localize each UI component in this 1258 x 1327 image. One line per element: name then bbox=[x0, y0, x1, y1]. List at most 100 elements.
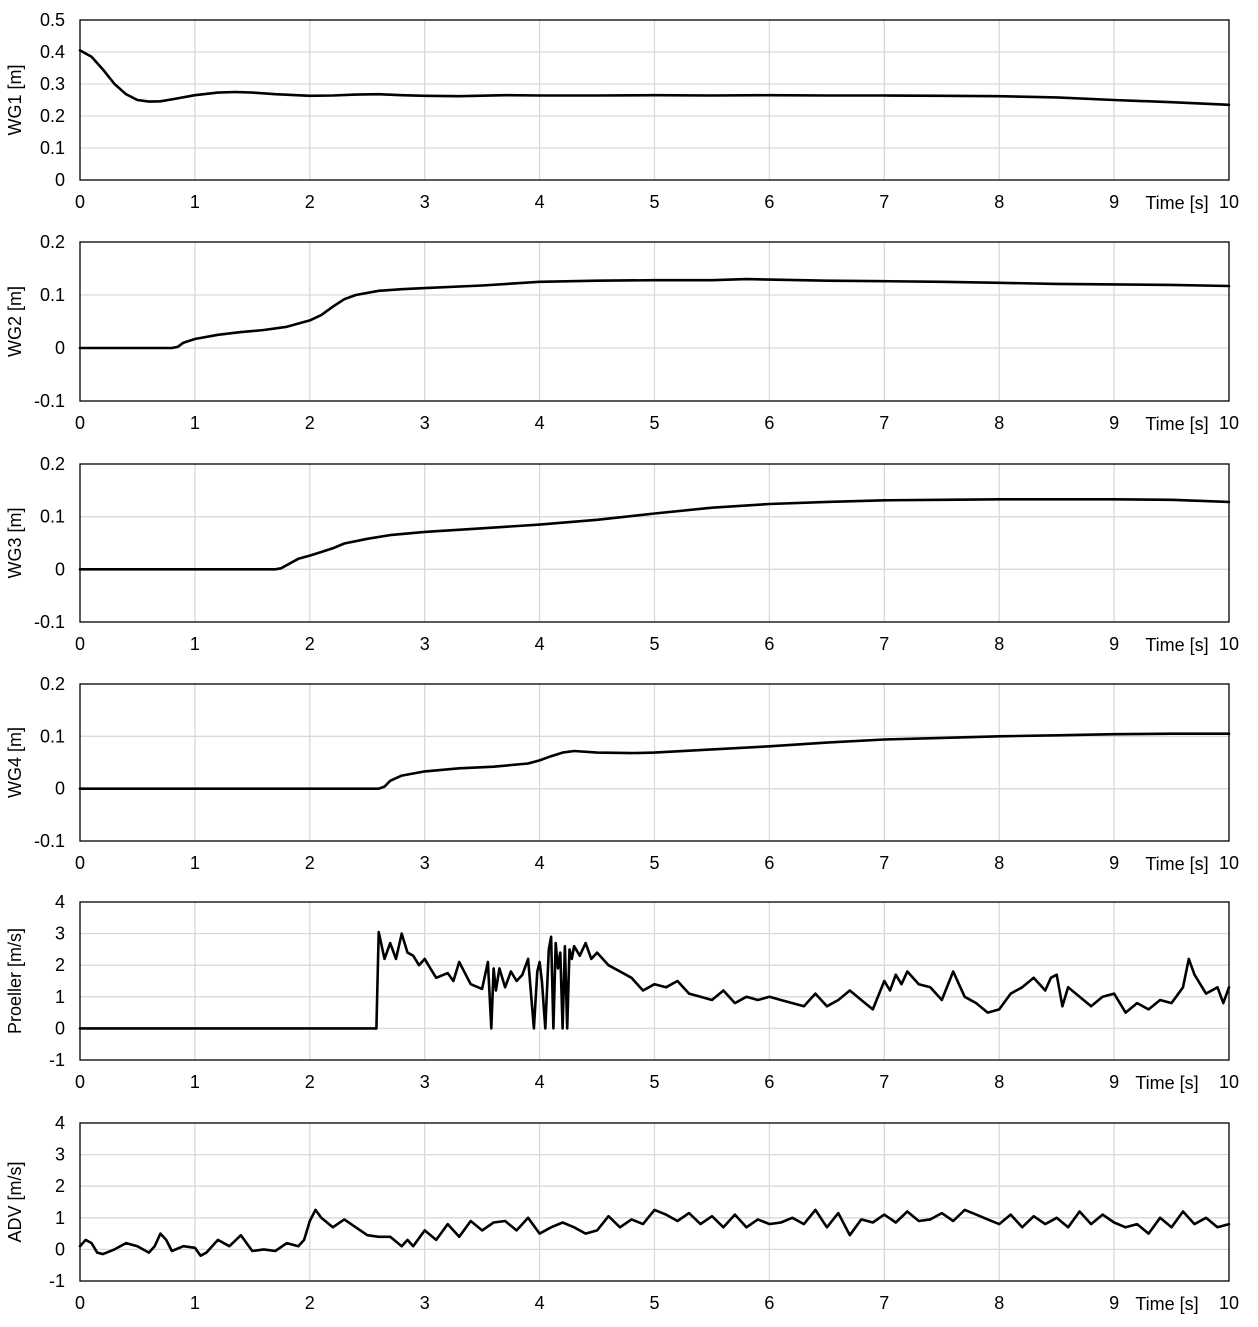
x-tick-label: 9 bbox=[1109, 1072, 1119, 1092]
x-tick-label: 5 bbox=[649, 634, 659, 654]
y-tick-label: 0.2 bbox=[40, 454, 65, 474]
x-tick-label: 3 bbox=[420, 853, 430, 873]
x-tick-label: 5 bbox=[649, 1293, 659, 1313]
y-tick-label: 2 bbox=[55, 1176, 65, 1196]
y-tick-label: 0.2 bbox=[40, 106, 65, 126]
x-tick-label: 2 bbox=[305, 1072, 315, 1092]
x-tick-label: 0 bbox=[75, 1072, 85, 1092]
x-tick-label: 5 bbox=[649, 413, 659, 433]
x-tick-label: 8 bbox=[994, 853, 1004, 873]
x-tick-label: 0 bbox=[75, 192, 85, 212]
y-axis-label: WG1 [m] bbox=[5, 65, 25, 136]
x-tick-label: 8 bbox=[994, 413, 1004, 433]
x-tick-label: 7 bbox=[879, 192, 889, 212]
series-line bbox=[78, 49, 1231, 107]
x-tick-label: 1 bbox=[190, 1293, 200, 1313]
x-tick-label: 2 bbox=[305, 853, 315, 873]
x-tick-label: 6 bbox=[764, 1072, 774, 1092]
x-tick-label: 1 bbox=[190, 634, 200, 654]
x-tick-label: 6 bbox=[764, 192, 774, 212]
x-tick-label: 4 bbox=[535, 853, 545, 873]
x-tick-label: 0 bbox=[75, 1293, 85, 1313]
x-tick-label: 10 bbox=[1219, 1293, 1239, 1313]
y-axis-label: WG2 [m] bbox=[5, 286, 25, 357]
plot-frame bbox=[79, 901, 1230, 1061]
x-tick-label: 7 bbox=[879, 413, 889, 433]
y-tick-label: 0.1 bbox=[40, 507, 65, 527]
y-tick-label: 0 bbox=[55, 1239, 65, 1259]
y-tick-label: 1 bbox=[55, 1208, 65, 1228]
x-tick-label: 4 bbox=[535, 1293, 545, 1313]
x-tick-label: 5 bbox=[649, 853, 659, 873]
x-tick-label: 6 bbox=[764, 413, 774, 433]
plot-frame bbox=[79, 19, 1230, 181]
x-axis-label: Time [s] bbox=[1135, 1294, 1198, 1314]
chart-panel-4: 0 1 2 3 4 5 6 7 8 9 10 -0.1 0 0.1 0.2 WG4 [m] Time [s] bbox=[5, 674, 1239, 874]
x-tick-label: 2 bbox=[305, 1293, 315, 1313]
x-tick-label: 7 bbox=[879, 1072, 889, 1092]
x-tick-label: 7 bbox=[879, 1293, 889, 1313]
x-tick-label: 9 bbox=[1109, 192, 1119, 212]
y-tick-label: 4 bbox=[55, 892, 65, 912]
y-tick-label: 0.5 bbox=[40, 10, 65, 30]
x-axis-label: Time [s] bbox=[1145, 193, 1208, 213]
series-line bbox=[78, 277, 1231, 350]
x-tick-label: 3 bbox=[420, 192, 430, 212]
y-tick-label: 0.1 bbox=[40, 285, 65, 305]
x-tick-label: 6 bbox=[764, 1293, 774, 1313]
chart-panel-3: 0 1 2 3 4 5 6 7 8 9 10 -0.1 0 0.1 0.2 WG3 [m] Time [s] bbox=[5, 454, 1239, 655]
x-tick-label: 7 bbox=[879, 634, 889, 654]
x-tick-label: 7 bbox=[879, 853, 889, 873]
chart-panel-1: 0 1 2 3 4 5 6 7 8 9 10 0 0.1 0.2 0.3 0.4 0.5 WG1 [m] Time … bbox=[5, 10, 1239, 213]
x-tick-label: 3 bbox=[420, 634, 430, 654]
series-line bbox=[78, 1208, 1231, 1257]
y-tick-label: 0.2 bbox=[40, 674, 65, 694]
x-tick-label: 9 bbox=[1109, 413, 1119, 433]
x-tick-label: 10 bbox=[1219, 192, 1239, 212]
y-tick-label: -0.1 bbox=[34, 391, 65, 411]
y-tick-label: 3 bbox=[55, 924, 65, 944]
y-tick-label: 0.4 bbox=[40, 42, 65, 62]
x-tick-label: 3 bbox=[420, 413, 430, 433]
y-axis-label: ADV [m/s] bbox=[5, 1161, 25, 1242]
series-line bbox=[78, 930, 1231, 1030]
x-axis-label: Time [s] bbox=[1145, 414, 1208, 434]
plot-frame bbox=[79, 241, 1230, 402]
y-tick-label: 0 bbox=[55, 170, 65, 190]
x-tick-label: 6 bbox=[764, 853, 774, 873]
x-tick-label: 0 bbox=[75, 853, 85, 873]
x-tick-label: 8 bbox=[994, 1072, 1004, 1092]
x-tick-label: 5 bbox=[649, 1072, 659, 1092]
chart-panel-6: 0 1 2 3 4 5 6 7 8 9 10 -1 0 1 2 3 4 ADV [m/s] Time [s] bbox=[5, 1113, 1239, 1314]
x-tick-label: 1 bbox=[190, 192, 200, 212]
x-tick-label: 8 bbox=[994, 1293, 1004, 1313]
y-tick-label: 2 bbox=[55, 955, 65, 975]
plot-frame bbox=[79, 463, 1230, 623]
x-tick-label: 4 bbox=[535, 192, 545, 212]
x-tick-label: 1 bbox=[190, 413, 200, 433]
x-tick-label: 9 bbox=[1109, 1293, 1119, 1313]
y-axis-label: WG4 [m] bbox=[5, 727, 25, 798]
y-tick-label: -0.1 bbox=[34, 612, 65, 632]
x-tick-label: 8 bbox=[994, 634, 1004, 654]
x-tick-label: 5 bbox=[649, 192, 659, 212]
chart-panel-2: 0 1 2 3 4 5 6 7 8 9 10 -0.1 0 0.1 0.2 WG2 [m] Time [s] bbox=[5, 232, 1239, 434]
x-tick-label: 3 bbox=[420, 1072, 430, 1092]
y-tick-label: 0 bbox=[55, 779, 65, 799]
x-tick-label: 1 bbox=[190, 853, 200, 873]
y-tick-label: 1 bbox=[55, 987, 65, 1007]
x-tick-label: 4 bbox=[535, 634, 545, 654]
x-tick-label: 10 bbox=[1219, 853, 1239, 873]
x-tick-label: 4 bbox=[535, 413, 545, 433]
x-tick-label: 0 bbox=[75, 634, 85, 654]
x-tick-label: 4 bbox=[535, 1072, 545, 1092]
y-tick-label: 4 bbox=[55, 1113, 65, 1133]
x-axis-label: Time [s] bbox=[1145, 854, 1208, 874]
x-axis-label: Time [s] bbox=[1145, 635, 1208, 655]
y-tick-label: 3 bbox=[55, 1145, 65, 1165]
series-line bbox=[78, 498, 1231, 571]
x-axis-label: Time [s] bbox=[1135, 1073, 1198, 1093]
x-tick-label: 9 bbox=[1109, 634, 1119, 654]
x-tick-label: 10 bbox=[1219, 634, 1239, 654]
